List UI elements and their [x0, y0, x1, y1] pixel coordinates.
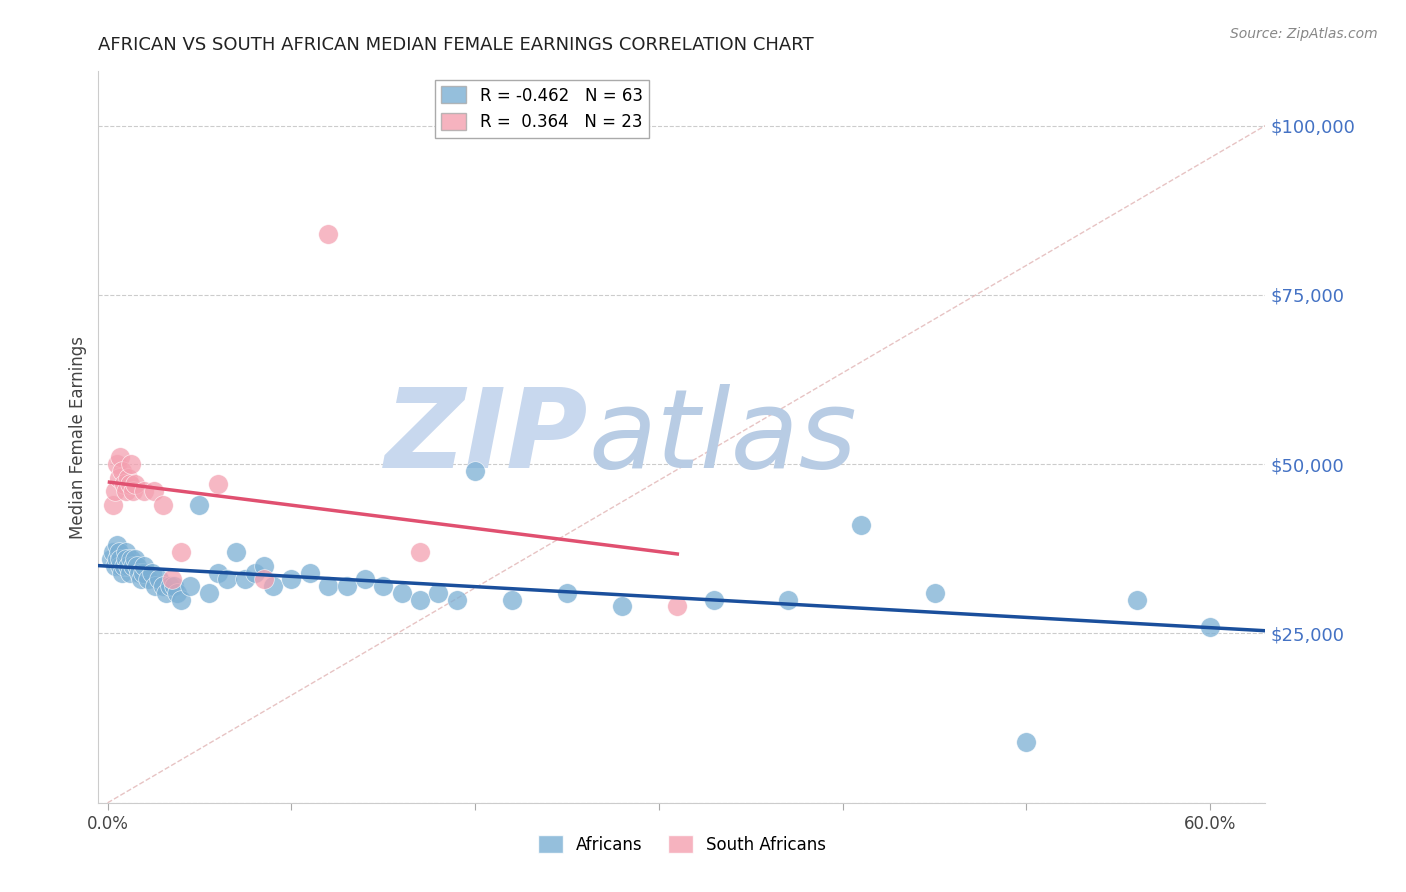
- Point: [118, 477, 141, 491]
- Point: [111, 566, 134, 580]
- Point: [1199, 620, 1222, 634]
- Point: [131, 566, 153, 580]
- Point: [124, 477, 146, 491]
- Y-axis label: Median Female Earnings: Median Female Earnings: [69, 335, 87, 539]
- Point: [136, 572, 159, 586]
- Point: [105, 538, 128, 552]
- Point: [110, 450, 132, 465]
- Point: [125, 558, 148, 573]
- Point: [104, 484, 127, 499]
- Point: [110, 552, 132, 566]
- Point: [166, 586, 188, 600]
- Text: atlas: atlas: [589, 384, 858, 491]
- Point: [115, 552, 138, 566]
- Point: [1126, 592, 1149, 607]
- Point: [110, 558, 132, 573]
- Point: [160, 572, 183, 586]
- Point: [122, 484, 145, 499]
- Point: [142, 484, 165, 499]
- Point: [115, 484, 138, 499]
- Point: [152, 579, 174, 593]
- Point: [115, 545, 138, 559]
- Point: [316, 227, 339, 241]
- Point: [427, 586, 450, 600]
- Legend: Africans, South Africans: Africans, South Africans: [531, 829, 832, 860]
- Point: [148, 572, 170, 586]
- Point: [666, 599, 689, 614]
- Point: [207, 477, 229, 491]
- Point: [170, 592, 193, 607]
- Point: [117, 471, 139, 485]
- Point: [101, 498, 124, 512]
- Point: [703, 592, 725, 607]
- Point: [121, 457, 143, 471]
- Point: [776, 592, 799, 607]
- Point: [122, 558, 145, 573]
- Point: [501, 592, 523, 607]
- Point: [134, 558, 156, 573]
- Point: [298, 566, 321, 580]
- Point: [128, 566, 150, 580]
- Point: [612, 599, 634, 614]
- Point: [112, 477, 135, 491]
- Point: [118, 566, 141, 580]
- Point: [100, 552, 122, 566]
- Point: [155, 586, 177, 600]
- Text: Source: ZipAtlas.com: Source: ZipAtlas.com: [1230, 27, 1378, 41]
- Point: [129, 572, 152, 586]
- Point: [101, 545, 124, 559]
- Point: [188, 498, 211, 512]
- Point: [141, 566, 163, 580]
- Point: [159, 579, 181, 593]
- Point: [152, 498, 174, 512]
- Text: ZIP: ZIP: [385, 384, 589, 491]
- Point: [316, 579, 339, 593]
- Point: [243, 566, 266, 580]
- Point: [104, 558, 127, 573]
- Point: [373, 579, 395, 593]
- Point: [170, 545, 193, 559]
- Point: [207, 566, 229, 580]
- Point: [134, 484, 156, 499]
- Point: [446, 592, 468, 607]
- Point: [335, 579, 357, 593]
- Point: [924, 586, 946, 600]
- Point: [112, 558, 135, 573]
- Point: [105, 552, 128, 566]
- Point: [354, 572, 377, 586]
- Point: [280, 572, 302, 586]
- Point: [262, 579, 284, 593]
- Point: [849, 518, 872, 533]
- Point: [215, 572, 238, 586]
- Text: AFRICAN VS SOUTH AFRICAN MEDIAN FEMALE EARNINGS CORRELATION CHART: AFRICAN VS SOUTH AFRICAN MEDIAN FEMALE E…: [98, 36, 814, 54]
- Point: [111, 464, 134, 478]
- Point: [409, 592, 432, 607]
- Point: [121, 552, 143, 566]
- Point: [253, 572, 276, 586]
- Point: [225, 545, 247, 559]
- Point: [179, 579, 201, 593]
- Point: [145, 579, 167, 593]
- Point: [1015, 735, 1038, 749]
- Point: [105, 457, 128, 471]
- Point: [409, 545, 432, 559]
- Point: [124, 552, 146, 566]
- Point: [107, 471, 129, 485]
- Point: [555, 586, 578, 600]
- Point: [253, 558, 276, 573]
- Point: [391, 586, 413, 600]
- Point: [197, 586, 219, 600]
- Point: [235, 572, 257, 586]
- Point: [464, 464, 486, 478]
- Point: [107, 545, 129, 559]
- Point: [117, 558, 139, 573]
- Point: [163, 579, 186, 593]
